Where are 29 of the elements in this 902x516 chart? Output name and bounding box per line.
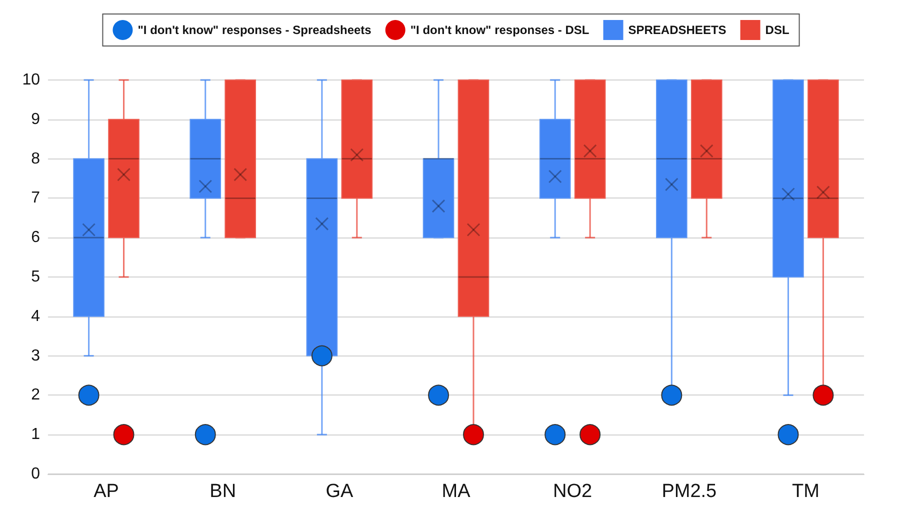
- y-tick-label: 0: [31, 466, 40, 482]
- x-tick-label: BN: [210, 481, 236, 502]
- y-tick-label: 1: [31, 426, 40, 444]
- legend-label: DSL: [765, 23, 790, 37]
- point: [544, 424, 566, 446]
- y-tick-label: 8: [31, 150, 40, 168]
- point: [311, 345, 332, 366]
- point: [661, 384, 682, 406]
- y-tick-label: 7: [31, 190, 40, 207]
- y-tick-label: 6: [31, 229, 40, 246]
- y-tick-label: 5: [31, 268, 40, 286]
- y-tick-label: 10: [22, 72, 40, 88]
- legend-label: "I don't know" responses - DSL: [410, 23, 590, 37]
- x-tick-label: AP: [94, 481, 119, 502]
- legend-label: "I don't know" responses - Spreadsheets: [138, 23, 372, 37]
- x-tick-label: TM: [792, 481, 820, 502]
- point: [194, 424, 216, 446]
- x-tick-label: MA: [442, 481, 471, 502]
- x-tick-label: PM2.5: [662, 481, 717, 502]
- point: [78, 384, 100, 406]
- point: [778, 424, 799, 446]
- legend-label: SPREADSHEETS: [628, 23, 726, 37]
- y-tick-label: 9: [31, 110, 40, 128]
- x-tick-label: NO2: [553, 481, 592, 502]
- y-tick-label: 4: [31, 308, 40, 325]
- y-tick-label: 2: [31, 386, 40, 404]
- x-tick-label: GA: [326, 481, 354, 502]
- point: [428, 384, 450, 406]
- y-tick-label: 3: [31, 347, 40, 364]
